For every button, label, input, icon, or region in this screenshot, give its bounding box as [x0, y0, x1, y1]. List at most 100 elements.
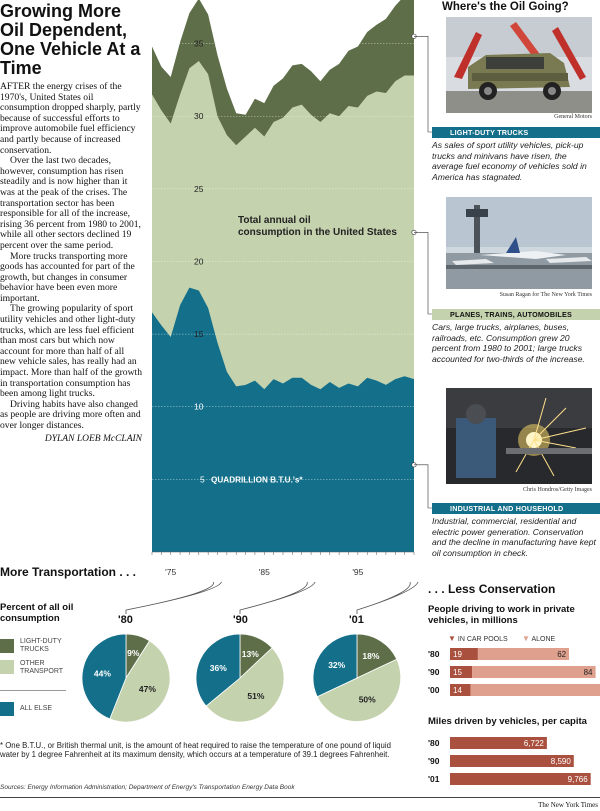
bar-value-label: 84 — [584, 668, 593, 677]
pie-slice — [109, 640, 171, 723]
photo-credit: Susan Ragan for The New York Times — [499, 292, 592, 298]
triangle-down-icon: ▼ — [448, 634, 456, 643]
sources: Sources: Energy Information Administrati… — [0, 784, 295, 791]
pie-slice-label: 32% — [328, 660, 345, 670]
bar-category-label: '01 — [428, 774, 440, 784]
bar-value-label: 15 — [453, 668, 462, 677]
triangle-down-icon: ▼ — [522, 634, 530, 643]
pie-slice — [316, 658, 402, 722]
commute-chart-title: People driving to work in private vehicl… — [428, 604, 575, 626]
intro-paragraph: The growing popularity of sport utility … — [0, 303, 142, 400]
y-tick-label: 5 — [200, 474, 205, 484]
page-title: Growing More Oil Dependent, One Vehicle … — [0, 1, 141, 78]
pie-slice-label: 47% — [139, 684, 156, 694]
photo-credit: General Motors — [554, 114, 592, 120]
bottom-rule — [0, 797, 600, 798]
side-label-all-else: INDUSTRIAL AND HOUSEHOLD — [432, 503, 600, 514]
y-tick-labels: 10 15 20 25 30 35 5 — [194, 39, 205, 485]
connector-line — [414, 36, 446, 133]
legend-swatch-all-else — [0, 702, 14, 716]
bar-miles-driven — [450, 773, 591, 785]
bar-alone — [472, 666, 596, 678]
y-tick-label: 35 — [194, 39, 204, 49]
suv-photo — [446, 17, 592, 113]
bar-car-pools — [450, 684, 471, 696]
area-layer — [152, 0, 414, 552]
bar-alone — [477, 648, 569, 660]
pie-slice-label: 50% — [359, 695, 376, 705]
bar-car-pools — [450, 648, 478, 660]
bar-miles-driven — [450, 755, 574, 767]
pie-slice-label: 13% — [242, 649, 259, 659]
airport-photo — [446, 197, 592, 289]
intro-paragraph: Driving habits have also changed as peop… — [0, 398, 141, 431]
legend-label-light-duty: LIGHT-DUTY TRUCKS — [20, 638, 62, 653]
y-tick-label: 10 — [194, 402, 204, 412]
less-conservation-header: . . . Less Conservation — [428, 582, 556, 596]
pie-slice — [312, 633, 358, 698]
legend-alone: ▼ ALONE — [522, 634, 555, 643]
side-desc-light-duty: As sales of sport utility vehicles, pick… — [432, 140, 587, 182]
pie-charts: 9% 47% 44% 13% 51% 36% 18% 50% 32% — [81, 633, 402, 723]
bar-value-label: 62 — [557, 650, 566, 659]
x-tick-label: '85 — [259, 567, 270, 577]
x-tick-labels: '75 '85 '95 — [151, 551, 415, 577]
more-transport-header: More Transportation . . . — [0, 565, 137, 579]
chart-title: Total annual oil consumption in the Unite… — [238, 215, 397, 238]
y-tick-label: 20 — [194, 256, 204, 266]
pie-slice — [205, 647, 285, 723]
pie-slice — [356, 633, 398, 679]
bar-value-label: 19 — [453, 650, 462, 659]
side-header: Where's the Oil Going? — [442, 1, 569, 13]
y-tick-label: 25 — [194, 184, 204, 194]
legend-divider — [0, 690, 66, 691]
bar-category-label: '00 — [428, 685, 440, 695]
pointer-bracket — [239, 581, 316, 614]
pointer-bracket — [356, 581, 419, 614]
miles-chart-title: Miles driven by vehicles, per capita — [428, 716, 587, 727]
legend-car-pools: ▼ IN CAR POOLS — [448, 634, 508, 643]
bar-charts: '801962'901584'001497'806,722'908,590'01… — [428, 648, 600, 785]
bar-miles-driven — [450, 737, 547, 749]
pointer-bracket — [125, 581, 222, 614]
pie-year-01: '01 — [349, 614, 364, 626]
bar-category-label: '90 — [428, 756, 440, 766]
pie-year-90: '90 — [233, 614, 248, 626]
pie-slice-label: 9% — [127, 648, 140, 658]
intro-paragraph: AFTER the energy crises of the 1970's, U… — [0, 81, 141, 156]
legend-label-other-transport: OTHER TRANSPORT — [20, 660, 64, 675]
intro-paragraph: Over the last two decades, however, cons… — [0, 155, 141, 251]
pie-year-80: '80 — [118, 614, 133, 626]
bar-category-label: '90 — [428, 667, 440, 677]
legend-label-car-pools: IN CAR POOLS — [457, 636, 508, 643]
side-label-light-duty: LIGHT-DUTY TRUCKS — [432, 127, 600, 138]
bar-alone — [470, 684, 600, 696]
pie-slice — [81, 633, 127, 720]
area-series-all-else — [152, 287, 414, 552]
credit-line: The New York Times — [538, 801, 598, 809]
pie-slice — [195, 633, 241, 707]
legend-label-all-else: ALL ELSE — [20, 705, 53, 712]
byline: DYLAN LOEB McCLAIN — [44, 433, 142, 444]
side-label-other-transport: PLANES, TRAINS, AUTOMOBILES — [432, 309, 600, 320]
bar-category-label: '80 — [428, 738, 440, 748]
pie-section-title: Percent of all oil consumption — [0, 602, 74, 624]
pie-slice-label: 44% — [94, 669, 111, 679]
y-tick-label: 15 — [194, 329, 204, 339]
pie-slice-label: 36% — [210, 663, 227, 673]
pie-slice-label: 51% — [247, 691, 264, 701]
y-tick-label: 30 — [194, 111, 204, 121]
legend-swatch-light-duty — [0, 639, 14, 653]
welder-photo — [446, 388, 592, 484]
bar-value-label: 6,722 — [524, 739, 545, 748]
legend-label-alone: ALONE — [531, 636, 556, 643]
side-desc-all-else: Industrial, commercial, residential and … — [432, 516, 596, 558]
intro-paragraph: More trucks transporting more goods has … — [0, 250, 135, 304]
footnote: * One B.T.U., or British thermal unit, i… — [0, 741, 391, 760]
intro-text: AFTER the energy crises of the 1970's, U… — [0, 81, 142, 444]
bar-value-label: 14 — [453, 686, 462, 695]
bar-category-label: '80 — [428, 649, 440, 659]
x-tick-label: '75 — [165, 567, 176, 577]
photo-credit: Chris Hondros/Getty Images — [523, 487, 592, 493]
